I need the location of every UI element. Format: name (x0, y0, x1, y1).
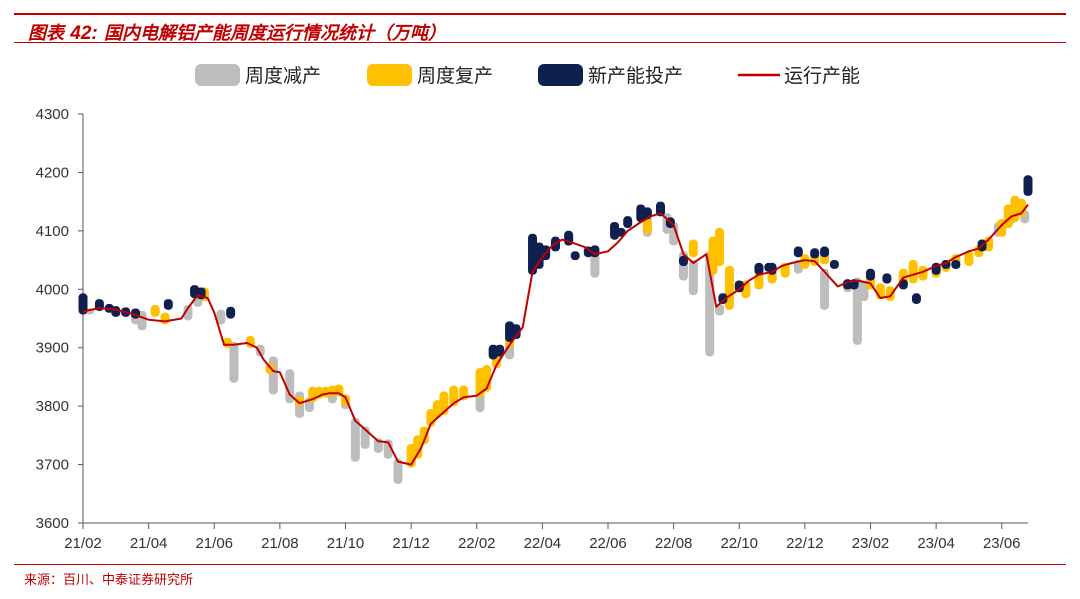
x-tick-label: 23/02 (852, 535, 890, 552)
footer-rule (14, 564, 1066, 565)
y-tick-label: 3800 (36, 398, 69, 415)
y-tick-label: 3900 (36, 340, 69, 357)
bar-cut (475, 392, 485, 413)
legend-label-resume: 周度复产 (417, 65, 493, 87)
bar-new (511, 324, 521, 340)
y-tick-label: 3600 (36, 515, 69, 532)
bar-resume (885, 286, 895, 302)
bar-new (505, 321, 515, 342)
bar-new (226, 306, 236, 319)
bar-new (495, 344, 505, 357)
title-underline (14, 42, 1066, 43)
axes: 3600 3700 3800 3900 4000 4100 4200 4300 21/02 21/… (36, 106, 1028, 552)
bar-resume (295, 396, 305, 407)
bar-cut (216, 309, 226, 325)
bar-new (866, 268, 875, 281)
title-text: 国内电解铝产能周度运行情况统计（万吨） (104, 23, 447, 44)
bar-new (656, 201, 665, 217)
bar-cut (705, 251, 715, 357)
bar-resume (160, 312, 170, 325)
bar-new (820, 246, 830, 258)
bar-new (163, 299, 173, 310)
bar-new (678, 255, 688, 266)
x-tick-label: 21/12 (392, 535, 430, 552)
bar-resume (724, 265, 734, 310)
bar-new (78, 293, 88, 315)
x-tick-label: 22/10 (720, 535, 758, 552)
series-line-运行产能 (82, 203, 1029, 466)
bar-new (882, 273, 892, 284)
y-tick-label: 4000 (36, 281, 69, 298)
bar-cut (183, 304, 193, 321)
legend-label-line: 运行产能 (784, 65, 860, 87)
x-tick-label: 21/04 (130, 535, 168, 552)
bar-resume (715, 227, 725, 266)
bar-cut (268, 356, 278, 395)
bar-resume (800, 254, 810, 269)
bar-new (911, 293, 921, 304)
bar-cut (285, 369, 295, 404)
bar-resume (150, 304, 160, 317)
legend-swatch-resume (367, 64, 412, 86)
y-tick-label: 4200 (36, 164, 69, 181)
x-tick-label: 21/10 (327, 535, 365, 552)
y-tick-label: 3700 (36, 457, 69, 474)
bar-new (734, 280, 744, 293)
bar-marks (78, 175, 1033, 484)
x-tick-label: 22/06 (589, 535, 627, 552)
x-tick-label: 21/06 (195, 535, 233, 552)
legend-swatch-new (538, 64, 583, 86)
bar-new (829, 259, 839, 269)
bar-new (810, 248, 820, 259)
bar-new (623, 216, 633, 229)
y-tick-label: 4300 (36, 106, 69, 123)
bar-new (718, 293, 728, 304)
bar-new (636, 204, 646, 223)
x-tick-label: 22/04 (524, 535, 562, 552)
x-tick-label: 22/12 (786, 535, 824, 552)
legend-label-new: 新产能投产 (588, 65, 683, 87)
source-note: 来源：百川、中泰证券研究所 (24, 573, 194, 588)
legend: 周度减产 周度复产 新产能投产 运行产能 (195, 64, 860, 87)
bar-resume (918, 265, 928, 281)
x-tick-label: 23/06 (983, 535, 1021, 552)
bar-cut (590, 251, 600, 278)
title-number: 42: (70, 23, 98, 44)
bar-cut (350, 417, 360, 462)
bar-new (1023, 175, 1033, 196)
header-rule (14, 13, 1066, 15)
bar-cut (688, 259, 698, 296)
bar-resume (642, 219, 652, 234)
title-prefix: 图表 (28, 23, 64, 44)
bar-new (793, 246, 803, 258)
legend-swatch-cut (195, 64, 240, 86)
x-tick-label: 21/08 (261, 535, 299, 552)
bar-new (951, 259, 961, 269)
x-tick-label: 21/02 (64, 535, 102, 552)
bar-cut (383, 439, 393, 459)
bar-cut (393, 458, 403, 484)
bar-new (610, 222, 620, 240)
bar-new (754, 262, 764, 275)
chart-title: 图表 42: 国内电解铝产能周度运行情况统计（万吨） (28, 19, 446, 45)
bar-cut (229, 341, 239, 383)
bar-resume (688, 239, 698, 258)
bar-new (570, 251, 580, 261)
bar-resume (908, 259, 918, 284)
bar-cut (820, 268, 830, 310)
x-tick-label: 23/04 (917, 535, 955, 552)
bar-resume (419, 426, 429, 445)
line-marks (82, 203, 1029, 466)
x-tick-label: 22/02 (458, 535, 496, 552)
bar-resume (964, 251, 974, 266)
x-tick-label: 22/08 (655, 535, 693, 552)
legend-label-cut: 周度减产 (245, 65, 321, 87)
y-tick-label: 4100 (36, 223, 69, 240)
